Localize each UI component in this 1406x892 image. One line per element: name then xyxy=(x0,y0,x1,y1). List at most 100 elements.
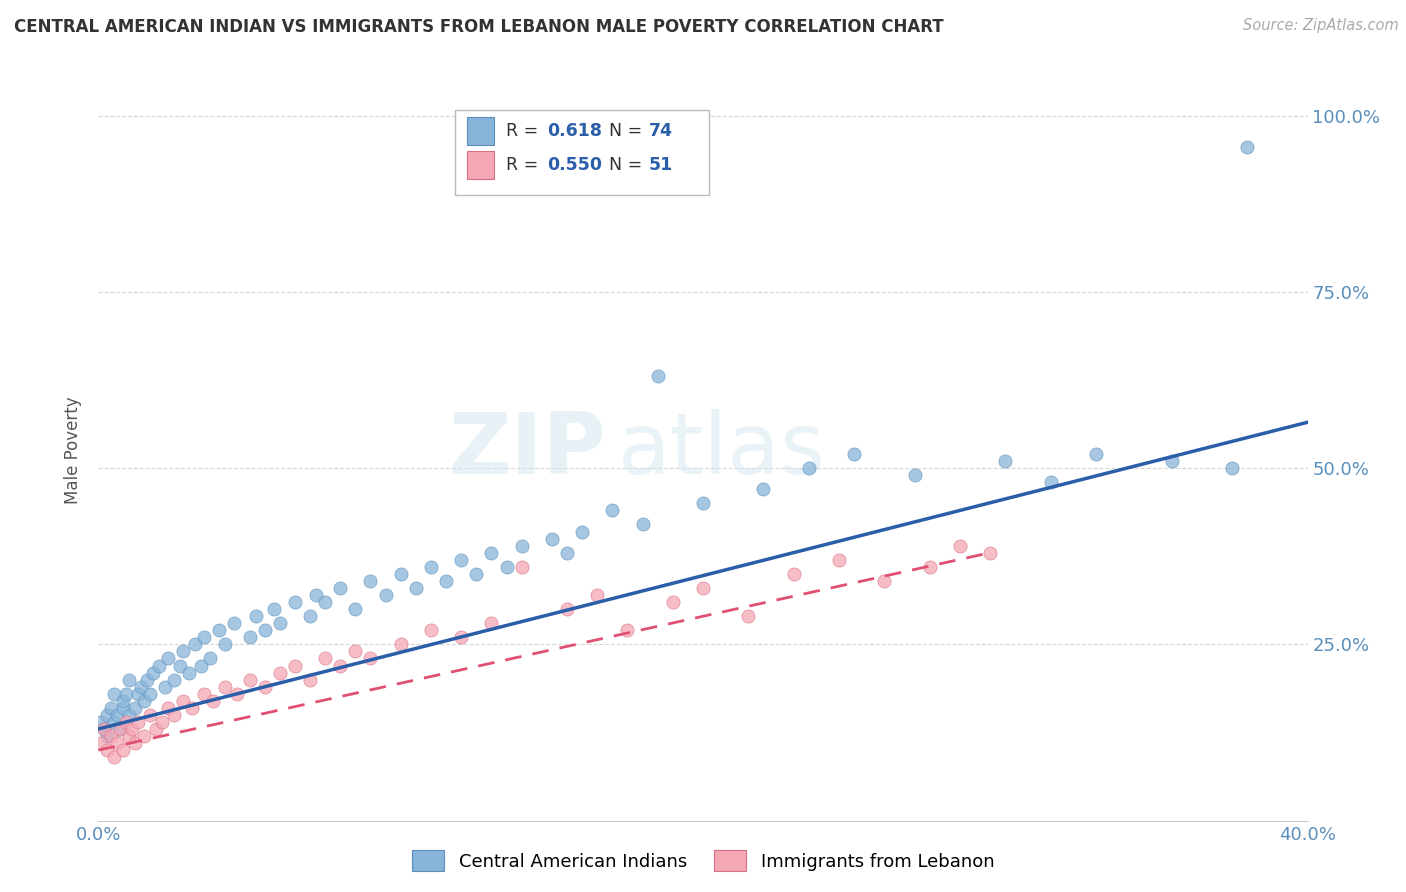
Point xyxy=(111,743,134,757)
Point xyxy=(284,595,307,609)
Point xyxy=(631,517,654,532)
Point xyxy=(329,581,352,595)
Point xyxy=(692,496,714,510)
Point xyxy=(752,482,775,496)
Point xyxy=(114,714,136,729)
Point xyxy=(156,701,179,715)
Point xyxy=(540,532,562,546)
Text: 51: 51 xyxy=(648,156,673,174)
Point xyxy=(139,687,162,701)
Point xyxy=(555,602,578,616)
Legend: Central American Indians, Immigrants from Lebanon: Central American Indians, Immigrants fro… xyxy=(405,843,1001,879)
Point xyxy=(994,454,1017,468)
Point xyxy=(1160,454,1182,468)
Point xyxy=(132,729,155,743)
Point xyxy=(450,630,472,644)
Text: CENTRAL AMERICAN INDIAN VS IMMIGRANTS FROM LEBANON MALE POVERTY CORRELATION CHAR: CENTRAL AMERICAN INDIAN VS IMMIGRANTS FR… xyxy=(14,18,943,36)
Text: 74: 74 xyxy=(648,121,672,140)
Point xyxy=(420,624,443,638)
Bar xyxy=(456,110,709,195)
Point xyxy=(90,736,112,750)
Point xyxy=(360,651,382,665)
Text: Source: ZipAtlas.com: Source: ZipAtlas.com xyxy=(1243,18,1399,33)
Point xyxy=(93,722,115,736)
Point xyxy=(179,665,201,680)
Point xyxy=(481,616,503,631)
Point xyxy=(1039,475,1062,490)
Point xyxy=(284,658,307,673)
Point xyxy=(169,658,191,673)
Y-axis label: Male Poverty: Male Poverty xyxy=(65,397,83,504)
Point xyxy=(200,651,222,665)
Point xyxy=(1220,461,1243,475)
Point xyxy=(949,539,972,553)
Point xyxy=(571,524,593,539)
Point xyxy=(172,694,194,708)
Point xyxy=(450,553,472,567)
Point xyxy=(360,574,382,588)
Point xyxy=(873,574,896,588)
Point xyxy=(121,722,143,736)
Point xyxy=(96,743,118,757)
Point xyxy=(156,651,179,665)
Point xyxy=(163,673,186,687)
Point xyxy=(193,630,215,644)
Point xyxy=(127,714,149,729)
Point xyxy=(692,581,714,595)
Point xyxy=(118,729,141,743)
Point xyxy=(299,673,322,687)
Text: R =: R = xyxy=(506,121,544,140)
Point xyxy=(163,707,186,722)
Point xyxy=(344,602,367,616)
Point xyxy=(1085,447,1108,461)
Point xyxy=(139,707,162,722)
Point xyxy=(389,566,412,581)
Point xyxy=(555,546,578,560)
Point xyxy=(797,461,820,475)
Point xyxy=(239,673,262,687)
Point xyxy=(239,630,262,644)
Point xyxy=(253,624,276,638)
Point xyxy=(96,729,118,743)
Point xyxy=(305,588,328,602)
Point xyxy=(105,707,128,722)
Point xyxy=(299,609,322,624)
Point xyxy=(224,616,246,631)
Point xyxy=(93,722,115,736)
Point xyxy=(124,736,146,750)
Point xyxy=(269,616,291,631)
Point xyxy=(202,694,225,708)
Point xyxy=(100,701,122,715)
Point xyxy=(405,581,427,595)
Point xyxy=(314,651,336,665)
Point xyxy=(111,694,134,708)
Point xyxy=(374,588,396,602)
Point xyxy=(90,714,112,729)
Point xyxy=(389,637,412,651)
Text: ZIP: ZIP xyxy=(449,409,606,492)
Point xyxy=(245,609,267,624)
Point xyxy=(481,546,503,560)
Point xyxy=(190,658,212,673)
Point xyxy=(420,559,443,574)
Text: R =: R = xyxy=(506,156,544,174)
Point xyxy=(132,694,155,708)
Point xyxy=(214,637,236,651)
Point xyxy=(124,701,146,715)
Point xyxy=(586,588,609,602)
Point xyxy=(616,624,638,638)
Point xyxy=(105,736,128,750)
Point xyxy=(135,673,157,687)
Point xyxy=(329,658,352,673)
Point xyxy=(153,680,176,694)
Point xyxy=(150,714,173,729)
Point xyxy=(510,559,533,574)
Point xyxy=(118,673,141,687)
Point xyxy=(184,637,207,651)
Point xyxy=(979,546,1001,560)
Point xyxy=(96,707,118,722)
Point xyxy=(1236,140,1258,154)
Text: atlas: atlas xyxy=(619,409,827,492)
Point xyxy=(148,658,170,673)
Point xyxy=(269,665,291,680)
